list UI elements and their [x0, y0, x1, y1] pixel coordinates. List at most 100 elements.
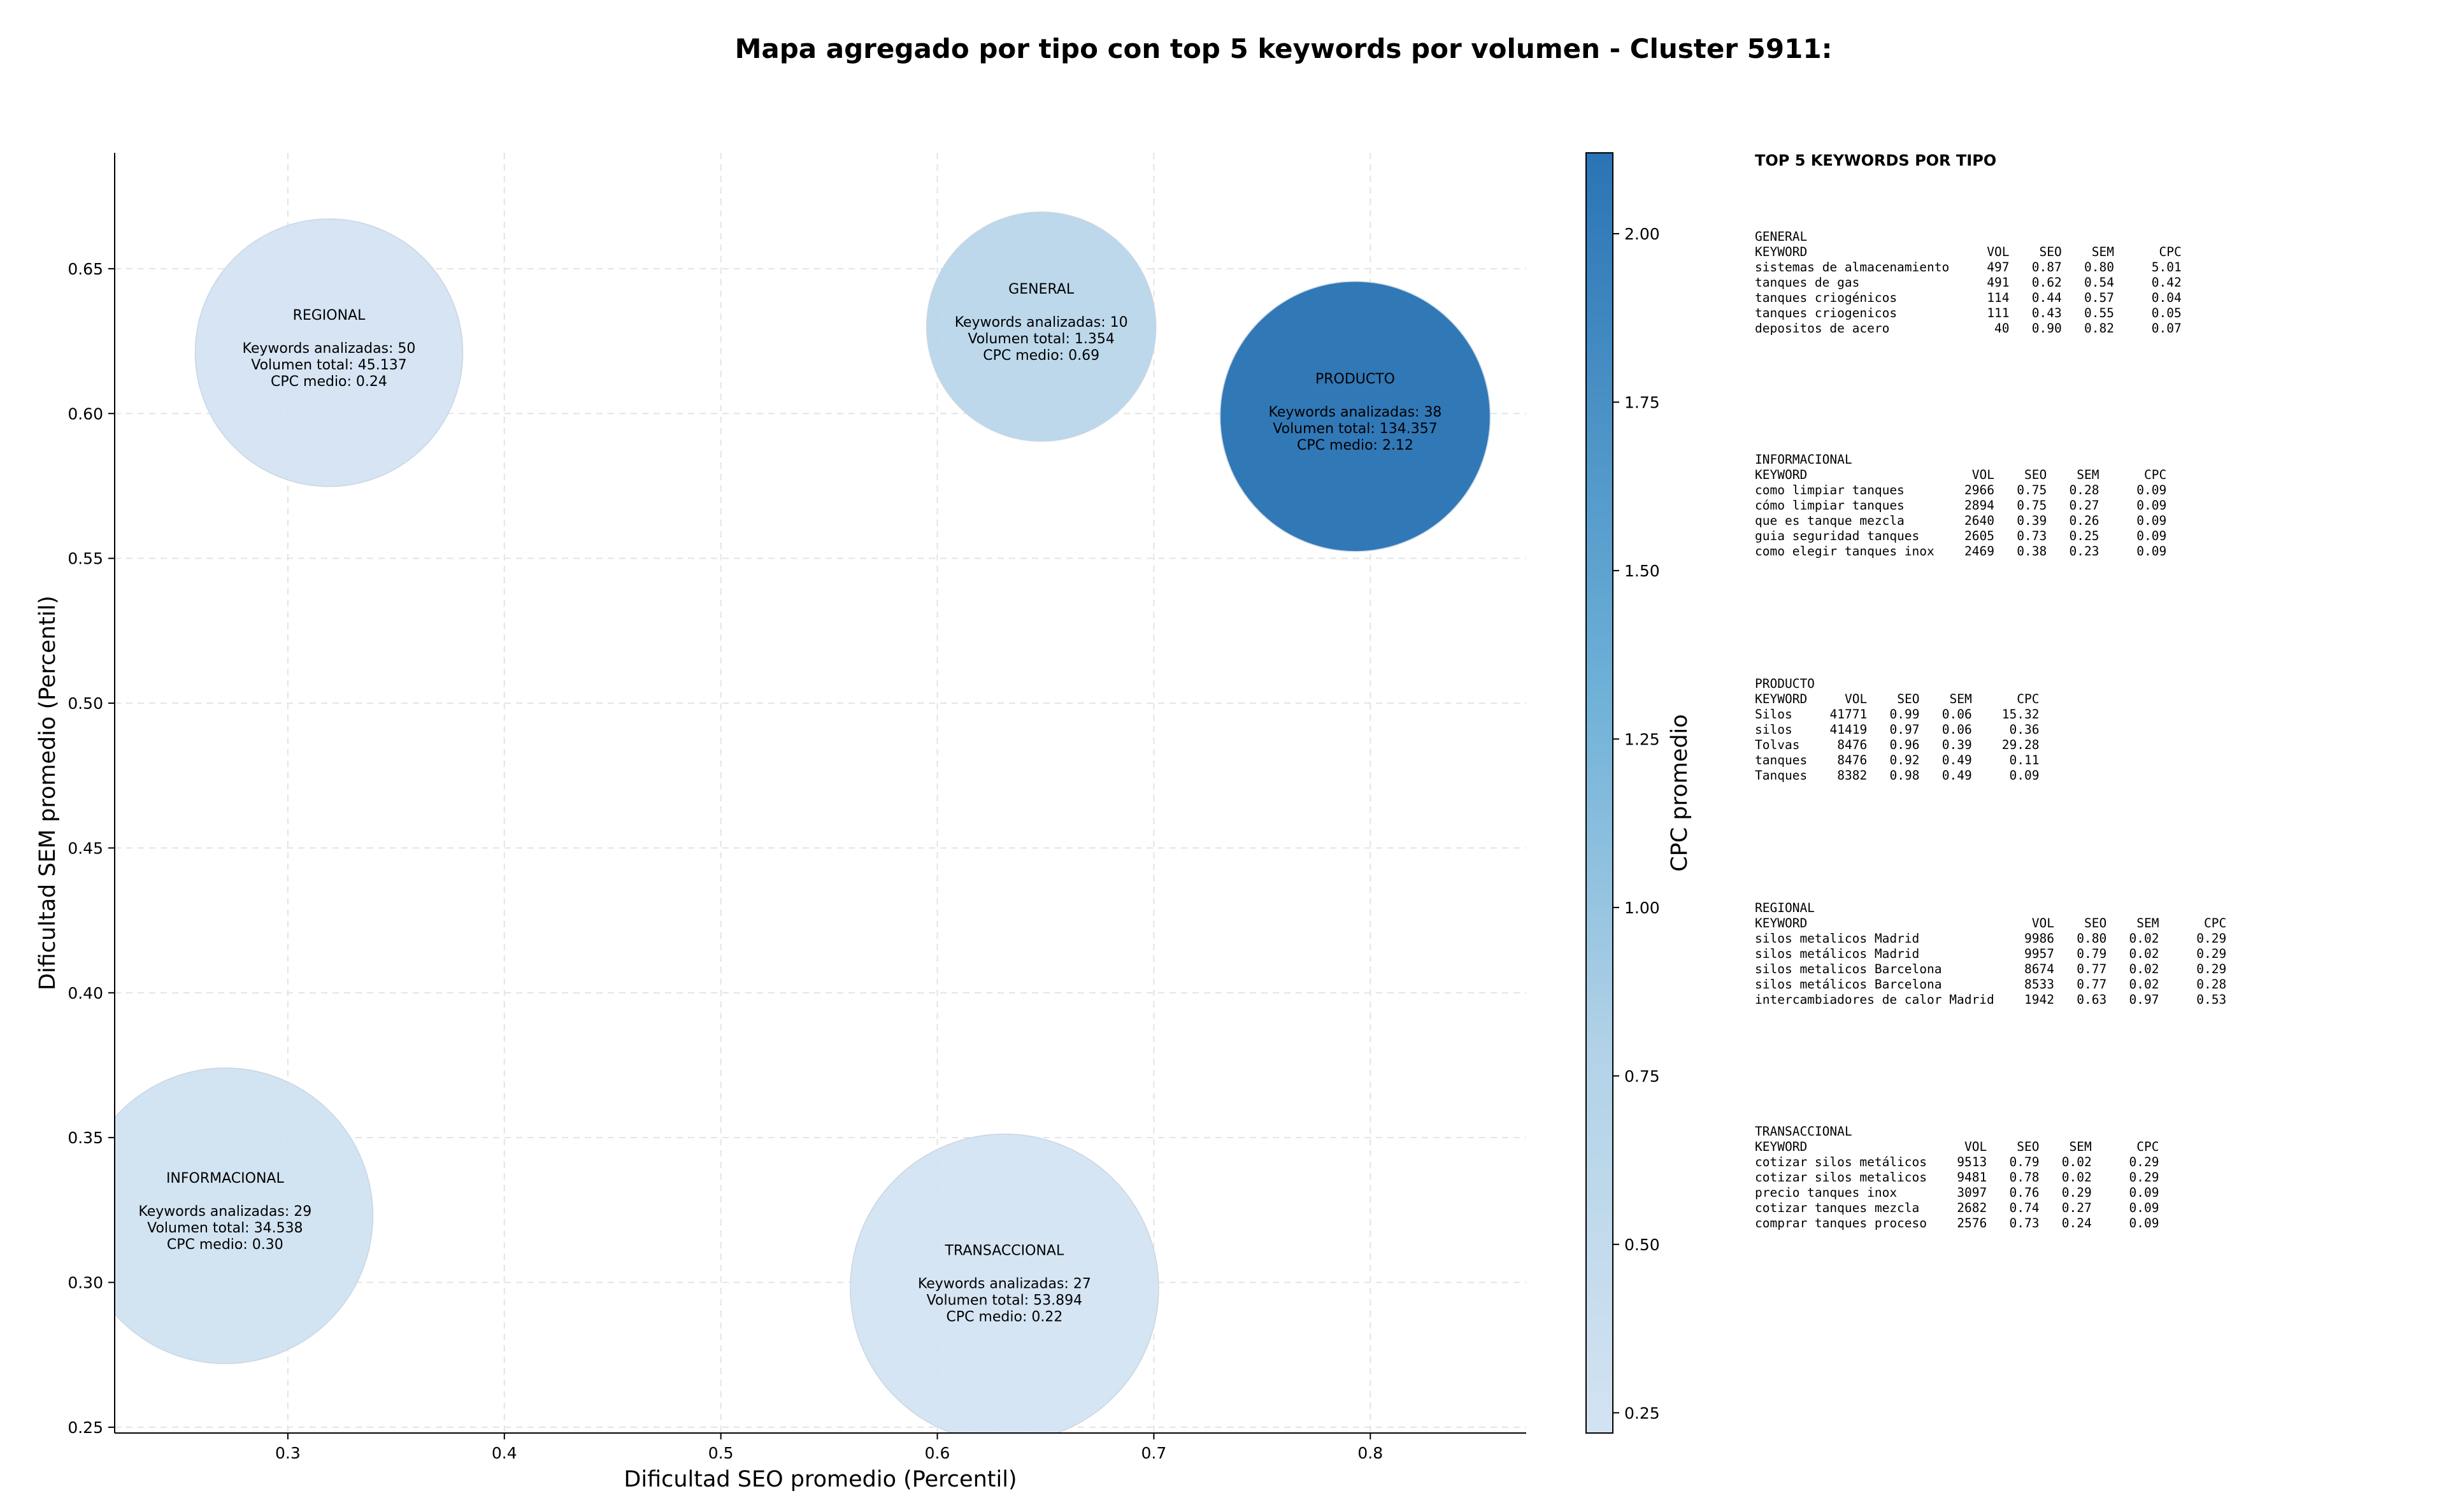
bubble-cpc-label: CPC medio: 0.30: [167, 1237, 283, 1253]
keyword-table-row: que es tanque mezcla 2640 0.39 0.26 0.09: [1755, 513, 2166, 529]
keyword-table-row: guia seguridad tanques 2605 0.73 0.25 0.09: [1755, 529, 2166, 544]
cpc-cell: 0.29: [2196, 962, 2227, 976]
cpc-cell: 0.09: [2009, 768, 2040, 783]
cpc-cell: CPC: [2204, 916, 2227, 931]
keyword-cell: como limpiar tanques: [1755, 483, 1905, 497]
vol-cell: 8533: [2024, 977, 2054, 992]
sem-cell: 0.02: [2061, 1155, 2092, 1169]
cpc-cell: 0.07: [2151, 321, 2182, 336]
cpc-cell: 5.01: [2151, 260, 2182, 275]
keyword-table-row: Silos 41771 0.99 0.06 15.32: [1755, 707, 2040, 722]
seo-cell: 0.75: [2017, 483, 2047, 497]
y-tick-label: 0.40: [68, 984, 103, 1002]
colorbar-tick-label: 1.25: [1624, 730, 1660, 748]
side-panel-title: TOP 5 KEYWORDS POR TIPO: [1755, 152, 1997, 169]
vol-cell: 2576: [1957, 1216, 1987, 1230]
cpc-cell: 0.09: [2136, 498, 2167, 513]
vol-cell: 111: [1987, 306, 2010, 320]
bubble-cpc-label: CPC medio: 0.69: [983, 348, 1099, 364]
cpc-cell: 29.28: [2001, 738, 2040, 752]
seo-cell: 0.39: [2017, 513, 2047, 528]
keyword-cell: tanques de gas: [1755, 275, 1860, 290]
keyword-table-row: tanques criogénicos 114 0.44 0.57 0.04: [1755, 290, 2182, 306]
sem-cell: 0.26: [2069, 513, 2099, 528]
cpc-cell: CPC: [2017, 692, 2040, 706]
y-tick-label: 0.55: [68, 550, 103, 568]
vol-cell: 2966: [1964, 483, 1994, 497]
sem-cell: 0.97: [2129, 992, 2159, 1007]
bubble-cpc-label: CPC medio: 2.12: [1297, 438, 1413, 453]
seo-cell: SEO: [2017, 1139, 2040, 1154]
seo-cell: 0.62: [2031, 275, 2062, 290]
keyword-cell: silos: [1755, 722, 1792, 737]
cpc-cell: CPC: [2159, 245, 2182, 259]
sem-cell: 0.02: [2129, 946, 2159, 961]
y-tick-label: 0.30: [68, 1274, 103, 1292]
sem-cell: 0.49: [1942, 768, 1972, 783]
keyword-group-informacional: INFORMACIONAL KEYWORD VOL SEO SEM CPC como lim…: [1755, 452, 2166, 559]
keyword-table-row: cotizar silos metalicos 9481 0.78 0.02 0.29: [1755, 1170, 2159, 1185]
cpc-cell: 0.09: [2136, 529, 2167, 543]
cpc-cell: 0.09: [2129, 1201, 2159, 1215]
sem-cell: 0.80: [2084, 260, 2114, 275]
keyword-table-header: KEYWORD VOL SEO SEM CPC: [1755, 245, 2182, 260]
seo-cell: 0.78: [2009, 1170, 2040, 1185]
vol-cell: VOL: [1971, 467, 1994, 482]
bubble-volume-label: Volumen total: 134.357: [1273, 421, 1437, 437]
vol-cell: 9957: [2024, 946, 2054, 961]
keyword-table-header: KEYWORD VOL SEO SEM CPC: [1755, 916, 2226, 931]
keyword-table-row: tanques 8476 0.92 0.49 0.11: [1755, 753, 2040, 768]
keyword-cell: silos metalicos Madrid: [1755, 931, 1920, 946]
keyword-cell: sistemas de almacenamiento: [1755, 260, 1950, 275]
colorbar-tick-label: 1.50: [1624, 562, 1660, 580]
sem-cell: SEM: [2136, 916, 2159, 931]
cpc-cell: 0.29: [2129, 1170, 2159, 1185]
sem-cell: SEM: [1949, 692, 1972, 706]
bubble-type-label: INFORMACIONAL: [166, 1171, 285, 1187]
vol-cell: 1942: [2024, 992, 2054, 1007]
cpc-cell: 0.29: [2196, 946, 2227, 961]
seo-cell: 0.87: [2031, 260, 2062, 275]
sem-cell: 0.27: [2061, 1201, 2092, 1215]
vol-cell: 497: [1987, 260, 2010, 275]
keyword-cell: silos metálicos Barcelona: [1755, 977, 1942, 992]
keyword-group-title: TRANSACCIONAL: [1755, 1124, 1852, 1139]
vol-cell: 8674: [2024, 962, 2054, 976]
keyword-table-row: depositos de acero 40 0.90 0.82 0.07: [1755, 321, 2182, 336]
sem-cell: 0.54: [2084, 275, 2114, 290]
seo-cell: SEO: [2024, 467, 2047, 482]
bubble-keywords-label: Keywords analizadas: 29: [138, 1204, 311, 1220]
keyword-table-row: sistemas de almacenamiento 497 0.87 0.80 5.0…: [1755, 260, 2182, 275]
bubble-keywords-label: Keywords analizadas: 38: [1269, 404, 1442, 420]
seo-cell: 0.80: [2077, 931, 2107, 946]
keyword-table-row: comprar tanques proceso 2576 0.73 0.24 0.09: [1755, 1216, 2159, 1231]
bubble-transaccional: [850, 1133, 1159, 1433]
seo-cell: 0.77: [2077, 977, 2107, 992]
seo-cell: 0.92: [1889, 753, 1920, 767]
seo-cell: 0.44: [2031, 290, 2062, 305]
seo-cell: 0.97: [1889, 722, 1920, 737]
keyword-table-header: KEYWORD VOL SEO SEM CPC: [1755, 692, 2040, 707]
y-tick-label: 0.60: [68, 404, 103, 423]
cpc-cell: 0.05: [2151, 306, 2182, 320]
bubble-volume-label: Volumen total: 45.137: [251, 357, 406, 373]
x-tick-label: 0.3: [275, 1444, 301, 1462]
keyword-cell: tanques criogénicos: [1755, 290, 1898, 305]
keyword-table-header: KEYWORD VOL SEO SEM CPC: [1755, 1139, 2159, 1155]
seo-cell: SEO: [1897, 692, 1920, 706]
keyword-group-title: INFORMACIONAL: [1755, 452, 1852, 467]
cpc-cell: 0.09: [2129, 1216, 2159, 1230]
keyword-cell: cotizar tanques mezcla: [1755, 1201, 1920, 1215]
bubble-cpc-label: CPC medio: 0.22: [946, 1309, 1062, 1325]
vol-cell: 114: [1987, 290, 2010, 305]
colorbar-tick-label: 2.00: [1624, 225, 1660, 243]
bubble-volume-label: Volumen total: 1.354: [968, 331, 1114, 347]
colorbar-gradient: [1585, 152, 1613, 1434]
vol-cell: 3097: [1957, 1185, 1987, 1200]
bubble-regional: [194, 218, 464, 487]
x-axis-label: Dificultad SEO promedio (Percentil): [624, 1467, 1017, 1492]
keyword-cell: depositos de acero: [1755, 321, 1890, 336]
cpc-cell: 0.09: [2136, 483, 2167, 497]
y-axis-label: Dificultad SEM promedio (Percentil): [35, 596, 61, 990]
cpc-cell: 0.09: [2136, 544, 2167, 559]
